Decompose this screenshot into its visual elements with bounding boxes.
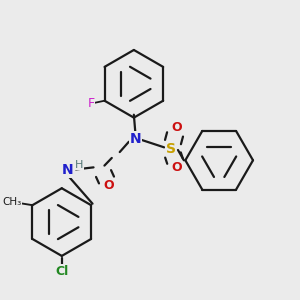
- Text: N: N: [61, 163, 73, 177]
- Text: O: O: [171, 122, 182, 134]
- Text: S: S: [166, 142, 176, 155]
- Text: O: O: [171, 161, 182, 174]
- Text: F: F: [88, 97, 95, 110]
- Text: H: H: [75, 160, 83, 170]
- Text: CH₃: CH₃: [2, 197, 22, 207]
- Text: N: N: [130, 132, 141, 146]
- Text: O: O: [103, 179, 114, 192]
- Text: Cl: Cl: [55, 265, 68, 278]
